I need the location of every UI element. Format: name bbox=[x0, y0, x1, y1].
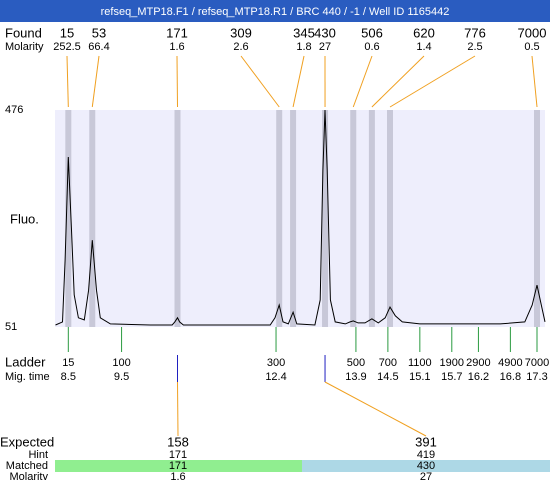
peak-connector bbox=[292, 55, 305, 108]
ladder-size: 7000 bbox=[525, 357, 549, 369]
peak-band bbox=[290, 110, 297, 327]
mig-time-label: Mig. time bbox=[5, 371, 50, 383]
peak-connector bbox=[389, 55, 476, 108]
peak-connector bbox=[371, 55, 425, 108]
mig-time: 8.5 bbox=[61, 371, 76, 383]
mig-time: 13.9 bbox=[345, 371, 366, 383]
ladder-size: 1900 bbox=[440, 357, 464, 369]
found-molarity: 0.5 bbox=[524, 41, 539, 53]
ladder-size: 500 bbox=[347, 357, 365, 369]
ladder-size: 300 bbox=[267, 357, 285, 369]
mig-time: 9.5 bbox=[114, 371, 129, 383]
plot-area bbox=[55, 110, 545, 327]
ladder-size: 100 bbox=[112, 357, 130, 369]
found-molarity: 66.4 bbox=[88, 41, 109, 53]
found-size: 620 bbox=[413, 25, 435, 40]
y-tick-label: 476 bbox=[5, 104, 23, 116]
matched: 171 bbox=[169, 460, 187, 472]
peak-band bbox=[89, 110, 96, 327]
ladder-size: 4900 bbox=[498, 357, 522, 369]
found-size: 7000 bbox=[518, 25, 547, 40]
matched-label: Matched bbox=[6, 460, 48, 472]
peak-band bbox=[322, 110, 329, 327]
peak-connector bbox=[91, 55, 100, 108]
mig-time: 12.4 bbox=[265, 371, 286, 383]
peak-band bbox=[387, 110, 394, 327]
match-connector bbox=[177, 381, 179, 437]
hint: 171 bbox=[169, 449, 187, 461]
peak-connector bbox=[176, 55, 178, 108]
found-size: 345 bbox=[293, 25, 315, 40]
expected-label: Expected bbox=[0, 434, 54, 449]
mig-time: 15.7 bbox=[441, 371, 462, 383]
found-molarity: 0.6 bbox=[364, 41, 379, 53]
matched-box bbox=[302, 460, 550, 472]
peak-band bbox=[65, 110, 72, 327]
found-label: Found bbox=[5, 25, 42, 40]
found-size: 309 bbox=[230, 25, 252, 40]
found-size: 506 bbox=[361, 25, 383, 40]
peak-connector bbox=[531, 55, 538, 108]
exp-molarity-label: Molarity bbox=[9, 471, 48, 480]
mig-time: 16.2 bbox=[468, 371, 489, 383]
y-label: Fluo. bbox=[10, 211, 39, 226]
found-molarity: 2.6 bbox=[233, 41, 248, 53]
found-molarity: 1.4 bbox=[416, 41, 431, 53]
found-molarity: 2.5 bbox=[467, 41, 482, 53]
found-size: 776 bbox=[464, 25, 486, 40]
y-tick-label: 51 bbox=[5, 321, 17, 333]
mig-time: 14.5 bbox=[377, 371, 398, 383]
found-molarity: 1.6 bbox=[169, 41, 184, 53]
found-size: 53 bbox=[92, 25, 106, 40]
expected-size: 391 bbox=[415, 434, 437, 449]
peak-connector bbox=[66, 55, 69, 108]
match-connector bbox=[324, 381, 427, 437]
found-size: 171 bbox=[166, 25, 188, 40]
ladder-size: 2900 bbox=[466, 357, 490, 369]
ladder-size: 700 bbox=[379, 357, 397, 369]
found-molarity: 252.5 bbox=[53, 41, 81, 53]
ladder-label: Ladder bbox=[5, 354, 46, 369]
peak-band bbox=[368, 110, 375, 327]
trace bbox=[55, 109, 546, 326]
matched-box bbox=[55, 460, 302, 472]
expected-size: 158 bbox=[167, 434, 189, 449]
found-molarity: 27 bbox=[319, 41, 331, 53]
mig-time: 15.1 bbox=[409, 371, 430, 383]
title: refseq_MTP18.F1 / refseq_MTP18.R1 / BRC … bbox=[101, 6, 450, 18]
peak-band bbox=[174, 110, 181, 327]
ladder-size: 15 bbox=[62, 357, 74, 369]
peak-connector bbox=[352, 55, 373, 108]
ladder-size: 1100 bbox=[408, 357, 432, 369]
molarity-label: Molarity bbox=[5, 41, 44, 53]
expected-molarity: 27 bbox=[420, 471, 432, 480]
hint: 419 bbox=[417, 449, 435, 461]
peak-band bbox=[276, 110, 283, 327]
title-bar bbox=[0, 0, 550, 22]
found-molarity: 1.8 bbox=[296, 41, 311, 53]
mig-time: 16.8 bbox=[500, 371, 521, 383]
expected-molarity: 1.6 bbox=[170, 471, 185, 480]
peak-band bbox=[350, 110, 357, 327]
found-size: 430 bbox=[314, 25, 336, 40]
hint-label: Hint bbox=[28, 449, 48, 461]
found-size: 15 bbox=[60, 25, 74, 40]
mig-time: 17.3 bbox=[526, 371, 547, 383]
matched: 430 bbox=[417, 460, 435, 472]
peak-connector bbox=[240, 55, 280, 108]
peak-band bbox=[534, 110, 541, 327]
